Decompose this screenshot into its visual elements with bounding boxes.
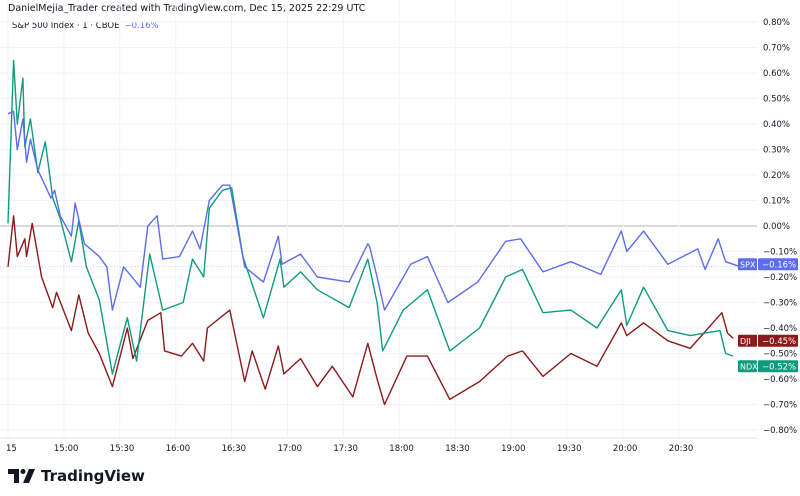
y-tick-label: −0.20% [763,273,797,283]
series-badge-ndx [738,360,757,373]
series-line-dji [7,215,734,406]
x-tick-label: 19:00 [501,444,525,454]
x-tick-label: 16:00 [166,444,191,454]
y-tick-label: −0.30% [763,299,797,309]
series-badge-name: NDX [740,362,758,371]
series-value-badge [758,334,798,347]
series-value-label: −0.52% [762,362,796,372]
y-tick-label: −0.10% [763,248,797,258]
series-badge-name: SPX [740,260,756,269]
y-tick-label: −0.70% [763,401,797,411]
x-tick-label: 19:30 [557,444,582,454]
y-tick-label: −0.80% [763,426,797,436]
x-tick-label: 17:30 [333,444,358,454]
y-tick-label: 0.30% [763,146,790,156]
symbol-change: −0.16% [124,21,159,31]
symbol-name: S&P 500 Index · 1 · CBOE [12,21,120,31]
series-value-label: −0.45% [762,337,796,347]
x-tick-label: 18:30 [445,444,470,454]
attribution-text: DanielMejia_Trader created with TradingV… [8,3,366,14]
x-tick-label: 20:30 [669,444,694,454]
y-tick-label: 0.60% [763,69,790,79]
tradingview-logo[interactable]: TradingView [8,467,145,485]
series-line-ndx [7,59,734,375]
y-tick-label: 0.80% [763,18,790,28]
y-tick-label: 0.70% [763,44,790,54]
y-tick-label: 0.10% [763,197,790,207]
y-tick-label: 0.20% [763,171,790,181]
series-badge-dji [738,334,757,347]
x-tick-label: 16:30 [222,444,247,454]
series-value-badge [758,360,798,373]
y-tick-label: 0.40% [763,120,790,130]
tradingview-logo-icon [8,469,35,483]
x-tick-label: 18:00 [389,444,414,454]
x-tick-label: 15:00 [54,444,79,454]
y-tick-label: −0.50% [763,350,797,360]
x-tick-label: 15 [6,444,17,454]
x-tick-label: 17:00 [278,444,303,454]
y-tick-label: 0.50% [763,95,790,105]
series-badge-name: DJI [740,337,751,346]
logo-text: TradingView [41,467,145,485]
y-tick-label: 0.00% [763,222,790,232]
series-line-spx [7,110,741,311]
y-tick-label: −0.60% [763,375,797,385]
symbol-legend[interactable]: S&P 500 Index · 1 · CBOE −0.16% [12,21,159,31]
y-tick-label: −0.40% [763,324,797,334]
series-badge-spx [738,258,757,271]
series-value-label: −0.16% [762,260,796,270]
x-tick-label: 20:00 [613,444,638,454]
series-value-badge [758,258,798,271]
x-tick-label: 15:30 [110,444,135,454]
